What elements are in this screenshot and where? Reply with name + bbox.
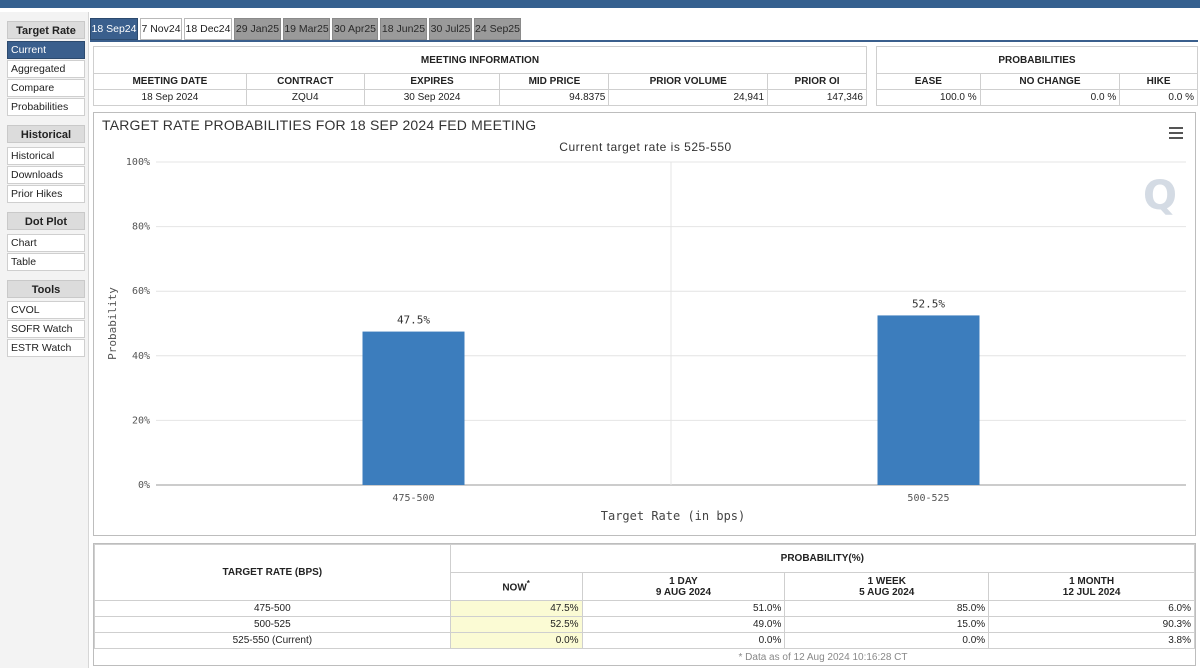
- prior-oi-value: 147,346: [767, 89, 867, 106]
- y-tick-label: 80%: [132, 222, 150, 233]
- table-row: 475-500 47.5% 51.0% 85.0% 6.0%: [94, 600, 1195, 617]
- sidebar-item-historical[interactable]: Historical: [7, 147, 85, 165]
- day-cell: 51.0%: [581, 600, 786, 617]
- sidebar-item-chart[interactable]: Chart: [7, 234, 85, 252]
- header-prior-volume: PRIOR VOLUME: [608, 73, 769, 90]
- now-cell: 0.0%: [449, 632, 583, 649]
- sidebar-item-table[interactable]: Table: [7, 253, 85, 271]
- bar: [362, 331, 465, 485]
- header-probability: PROBABILITY(%): [449, 544, 1196, 573]
- tab-29-jan25[interactable]: 29 Jan25: [234, 18, 281, 40]
- hike-value: 0.0 %: [1119, 89, 1198, 106]
- sidebar-section-historical: Historical: [7, 125, 85, 143]
- x-tick-label: 475-500: [392, 493, 434, 504]
- probability-table-panel: TARGET RATE (BPS) PROBABILITY(%) NOW* 1 …: [93, 543, 1196, 666]
- no-change-value: 0.0 %: [979, 89, 1121, 106]
- y-axis-title: Probability: [106, 287, 119, 360]
- sidebar-item-prior-hikes[interactable]: Prior Hikes: [7, 185, 85, 203]
- sidebar-item-cvol[interactable]: CVOL: [7, 301, 85, 319]
- sidebar-item-estr-watch[interactable]: ESTR Watch: [7, 339, 85, 357]
- data-label: 47.5%: [397, 314, 430, 327]
- meeting-date-value: 18 Sep 2024: [93, 89, 247, 106]
- data-timestamp-footnote: * Data as of 12 Aug 2024 10:16:28 CT: [738, 652, 908, 663]
- month-cell: 90.3%: [988, 616, 1195, 633]
- sidebar: Target Rate Current Aggregated Compare P…: [0, 12, 89, 668]
- mid-price-value: 94.8375: [499, 89, 610, 106]
- sidebar-section-target-rate: Target Rate: [7, 21, 85, 39]
- chart-panel: TARGET RATE PROBABILITIES FOR 18 SEP 202…: [93, 112, 1196, 536]
- now-cell: 52.5%: [449, 616, 583, 633]
- rate-cell: 500-525: [94, 616, 451, 633]
- x-tick-label: 500-525: [907, 493, 949, 504]
- day-cell: 49.0%: [581, 616, 786, 633]
- header-ease: EASE: [876, 73, 981, 90]
- header-expires: EXPIRES: [363, 73, 501, 90]
- ease-value: 100.0 %: [876, 89, 981, 106]
- rate-cell: 525-550 (Current): [94, 632, 451, 649]
- probability-table: TARGET RATE (BPS) PROBABILITY(%) NOW* 1 …: [94, 544, 1196, 649]
- probabilities-table: PROBABILITIES EASE NO CHANGE HIKE 100.0 …: [876, 46, 1198, 106]
- header-1-month: 1 MONTH 12 JUL 2024: [988, 572, 1195, 601]
- probabilities-title: PROBABILITIES: [876, 46, 1198, 74]
- top-bar: [0, 0, 1200, 8]
- sidebar-item-aggregated[interactable]: Aggregated: [7, 60, 85, 78]
- tab-underline: [90, 40, 1198, 42]
- chart-title: TARGET RATE PROBABILITIES FOR 18 SEP 202…: [102, 117, 537, 133]
- header-1-week: 1 WEEK 5 AUG 2024: [784, 572, 990, 601]
- table-row: 525-550 (Current) 0.0% 0.0% 0.0% 3.8%: [94, 632, 1195, 649]
- tab-30-apr25[interactable]: 30 Apr25: [332, 18, 378, 40]
- week-cell: 0.0%: [784, 632, 990, 649]
- month-cell: 3.8%: [988, 632, 1195, 649]
- tab-30-jul25[interactable]: 30 Jul25: [429, 18, 472, 40]
- sidebar-item-current[interactable]: Current: [7, 41, 85, 59]
- tab-7-nov24[interactable]: 7 Nov24: [140, 18, 182, 40]
- contract-value: ZQU4: [245, 89, 365, 106]
- tab-24-sep25[interactable]: 24 Sep25: [474, 18, 521, 40]
- header-target-rate-bps: TARGET RATE (BPS): [94, 544, 451, 601]
- y-tick-label: 20%: [132, 415, 150, 426]
- table-row: 500-525 52.5% 49.0% 15.0% 90.3%: [94, 616, 1195, 633]
- chart-subtitle: Current target rate is 525-550: [559, 140, 732, 154]
- now-cell: 47.5%: [449, 600, 583, 617]
- bar: [877, 315, 980, 485]
- header-now: NOW*: [449, 572, 583, 601]
- month-cell: 6.0%: [988, 600, 1195, 617]
- data-label: 52.5%: [912, 297, 945, 310]
- y-tick-label: 40%: [132, 351, 150, 362]
- bar-chart: 0% 20% 40% 60% 80% 100% 47.5% 475-500 52.5% 500-5…: [106, 157, 1186, 523]
- x-axis-title: Target Rate (in bps): [601, 509, 746, 523]
- header-meeting-date: MEETING DATE: [93, 73, 247, 90]
- header-contract: CONTRACT: [245, 73, 365, 90]
- tab-18-jun25[interactable]: 18 Jun25: [380, 18, 427, 40]
- y-tick-label: 0%: [138, 480, 150, 491]
- sidebar-item-downloads[interactable]: Downloads: [7, 166, 85, 184]
- meeting-info-table: MEETING INFORMATION MEETING DATE CONTRAC…: [93, 46, 867, 106]
- sidebar-section-dot-plot: Dot Plot: [7, 212, 85, 230]
- now-asterisk: *: [526, 579, 530, 589]
- sidebar-item-sofr-watch[interactable]: SOFR Watch: [7, 320, 85, 338]
- prior-volume-value: 24,941: [608, 89, 769, 106]
- week-cell: 85.0%: [784, 600, 990, 617]
- y-tick-label: 100%: [126, 157, 150, 168]
- day-cell: 0.0%: [581, 632, 786, 649]
- header-hike: HIKE: [1119, 73, 1198, 90]
- tab-19-mar25[interactable]: 19 Mar25: [283, 18, 330, 40]
- header-no-change: NO CHANGE: [979, 73, 1121, 90]
- tab-18-dec24[interactable]: 18 Dec24: [184, 18, 232, 40]
- expires-value: 30 Sep 2024: [363, 89, 501, 106]
- tab-18-sep24[interactable]: 18 Sep24: [90, 18, 138, 40]
- y-tick-label: 60%: [132, 286, 150, 297]
- sidebar-item-probabilities[interactable]: Probabilities: [7, 98, 85, 116]
- header-prior-oi: PRIOR OI: [767, 73, 867, 90]
- header-mid-price: MID PRICE: [499, 73, 610, 90]
- rate-cell: 475-500: [94, 600, 451, 617]
- week-cell: 15.0%: [784, 616, 990, 633]
- q-logo: Q: [1142, 173, 1177, 219]
- hamburger-menu-icon[interactable]: [1169, 127, 1183, 139]
- header-1-day: 1 DAY 9 AUG 2024: [581, 572, 786, 601]
- sidebar-section-tools: Tools: [7, 280, 85, 298]
- meeting-info-title: MEETING INFORMATION: [93, 46, 867, 74]
- sidebar-item-compare[interactable]: Compare: [7, 79, 85, 97]
